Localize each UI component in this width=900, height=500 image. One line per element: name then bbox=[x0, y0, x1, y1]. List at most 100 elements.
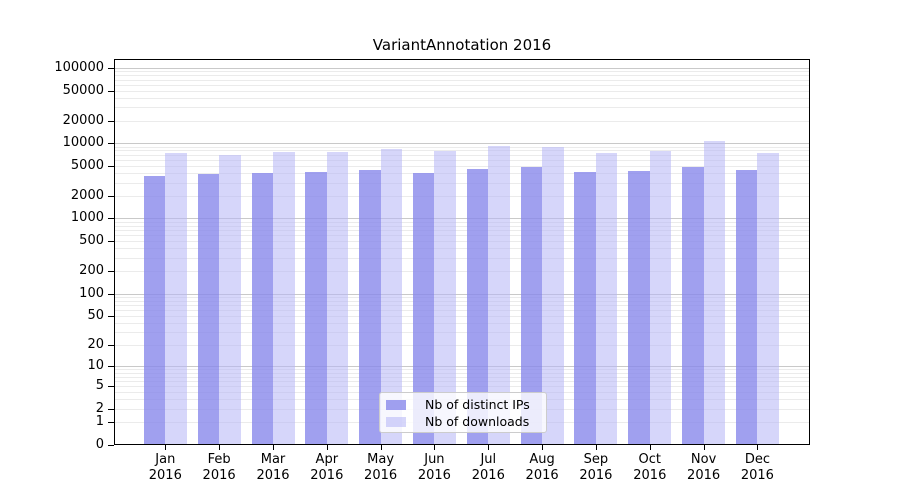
y-tick-label: 5000 bbox=[70, 157, 104, 173]
gridline-minor bbox=[114, 310, 810, 311]
bar-nb-of-distinct-ips-nov bbox=[682, 166, 704, 445]
gridline-major bbox=[114, 143, 810, 145]
x-tick-month: Oct bbox=[638, 452, 662, 467]
y-tick-label: 100 bbox=[79, 285, 104, 301]
gridline-minor bbox=[114, 173, 810, 175]
x-tick-mark bbox=[703, 445, 705, 450]
gridline-minor bbox=[114, 71, 810, 73]
gridline-minor bbox=[114, 248, 810, 250]
x-tick-month: Nov bbox=[690, 452, 717, 467]
x-tick-year: 2016 bbox=[417, 468, 451, 483]
gridline-minor bbox=[114, 195, 810, 197]
gridline-minor bbox=[114, 332, 810, 334]
y-tick-label: 0 bbox=[95, 436, 104, 452]
x-tick-year: 2016 bbox=[579, 468, 613, 483]
x-tick-mark bbox=[380, 445, 382, 450]
gridline-minor bbox=[114, 305, 810, 306]
gridline-minor bbox=[114, 235, 810, 237]
bar-nb-of-downloads-oct bbox=[649, 151, 672, 445]
gridline-minor bbox=[114, 300, 810, 302]
x-tick-label: May 2016 bbox=[351, 452, 411, 484]
bar-nb-of-downloads-jun bbox=[434, 151, 456, 445]
x-tick-month: Feb bbox=[207, 452, 231, 467]
x-tick-mark bbox=[595, 445, 597, 450]
x-tick-year: 2016 bbox=[310, 468, 344, 483]
x-tick-year: 2016 bbox=[525, 468, 559, 483]
y-tick-label: 2000 bbox=[70, 187, 104, 203]
gridline-minor bbox=[114, 97, 810, 99]
gridline-minor bbox=[114, 344, 810, 346]
gridline-minor bbox=[114, 315, 810, 317]
gridline-minor bbox=[114, 241, 810, 243]
gridline-minor bbox=[114, 376, 810, 378]
y-tick-label: 500 bbox=[79, 233, 104, 249]
bar-nb-of-distinct-ips-jul bbox=[466, 168, 489, 445]
gridline-minor bbox=[114, 271, 810, 272]
y-tick-mark bbox=[108, 385, 114, 387]
x-tick-year: 2016 bbox=[633, 468, 667, 483]
x-tick-month: Mar bbox=[260, 452, 286, 467]
x-tick-mark bbox=[649, 445, 651, 450]
x-tick-year: 2016 bbox=[471, 468, 505, 483]
x-tick-label: Dec 2016 bbox=[727, 452, 787, 484]
x-tick-month: Sep bbox=[583, 452, 609, 467]
bar-nb-of-downloads-sep bbox=[595, 152, 618, 445]
legend-label-distinct-ips: Nb of distinct IPs bbox=[425, 397, 530, 412]
gridline-minor bbox=[114, 120, 810, 122]
bar-nb-of-distinct-ips-oct bbox=[628, 171, 650, 445]
y-tick-mark bbox=[108, 165, 114, 167]
x-tick-mark bbox=[326, 445, 328, 450]
chart-title: VariantAnnotation 2016 bbox=[372, 36, 552, 54]
x-tick-mark bbox=[165, 445, 167, 450]
y-tick-mark bbox=[108, 408, 114, 410]
y-tick-mark bbox=[108, 218, 114, 220]
gridline-minor bbox=[114, 372, 810, 374]
gridline-minor bbox=[114, 79, 810, 81]
x-tick-label: Apr 2016 bbox=[297, 452, 357, 484]
y-tick-mark bbox=[108, 293, 114, 295]
gridline-major bbox=[114, 366, 810, 367]
x-tick-year: 2016 bbox=[740, 468, 774, 483]
gridline-minor bbox=[114, 221, 810, 223]
x-tick-year: 2016 bbox=[256, 468, 290, 483]
gridline-minor bbox=[114, 107, 810, 109]
y-tick-mark bbox=[108, 315, 114, 317]
x-tick-month: May bbox=[367, 452, 395, 467]
gridline-minor bbox=[114, 154, 810, 156]
x-tick-year: 2016 bbox=[364, 468, 398, 483]
x-tick-month: Apr bbox=[315, 452, 339, 467]
y-tick-label: 10 bbox=[87, 358, 104, 373]
x-tick-mark bbox=[273, 445, 274, 450]
bar-nb-of-downloads-aug bbox=[542, 146, 564, 445]
gridline-minor bbox=[114, 90, 810, 92]
x-tick-month: Jun bbox=[424, 452, 445, 467]
x-tick-mark bbox=[434, 445, 436, 450]
gridline-minor bbox=[114, 296, 810, 298]
bar-nb-of-downloads-jan bbox=[165, 153, 187, 445]
x-tick-mark bbox=[488, 445, 490, 450]
y-tick-label: 20000 bbox=[62, 112, 104, 128]
y-tick-label: 10000 bbox=[62, 135, 104, 151]
gridline-minor bbox=[114, 165, 810, 167]
legend: Nb of distinct IPs Nb of downloads bbox=[379, 392, 547, 433]
gridline-minor bbox=[114, 182, 810, 184]
gridline-minor bbox=[114, 323, 810, 324]
bar-nb-of-downloads-apr bbox=[326, 151, 349, 445]
y-tick-mark bbox=[108, 120, 114, 122]
x-tick-label: Oct 2016 bbox=[620, 452, 680, 484]
gridline-minor bbox=[114, 257, 810, 259]
x-tick-label: Jun 2016 bbox=[404, 452, 464, 484]
gridline-minor bbox=[114, 84, 810, 86]
plot-area bbox=[114, 59, 810, 445]
x-tick-label: Aug 2016 bbox=[512, 452, 572, 484]
bar-nb-of-downloads-may bbox=[380, 148, 403, 445]
x-tick-mark bbox=[757, 445, 759, 450]
x-tick-label: Nov 2016 bbox=[674, 452, 734, 484]
y-tick-mark bbox=[108, 143, 114, 145]
y-tick-mark bbox=[108, 344, 114, 346]
legend-swatch-downloads bbox=[386, 416, 406, 427]
gridline-minor bbox=[114, 230, 810, 232]
x-tick-label: Mar 2016 bbox=[243, 452, 303, 484]
gridline-major bbox=[114, 293, 810, 295]
gridline-minor bbox=[114, 380, 810, 382]
